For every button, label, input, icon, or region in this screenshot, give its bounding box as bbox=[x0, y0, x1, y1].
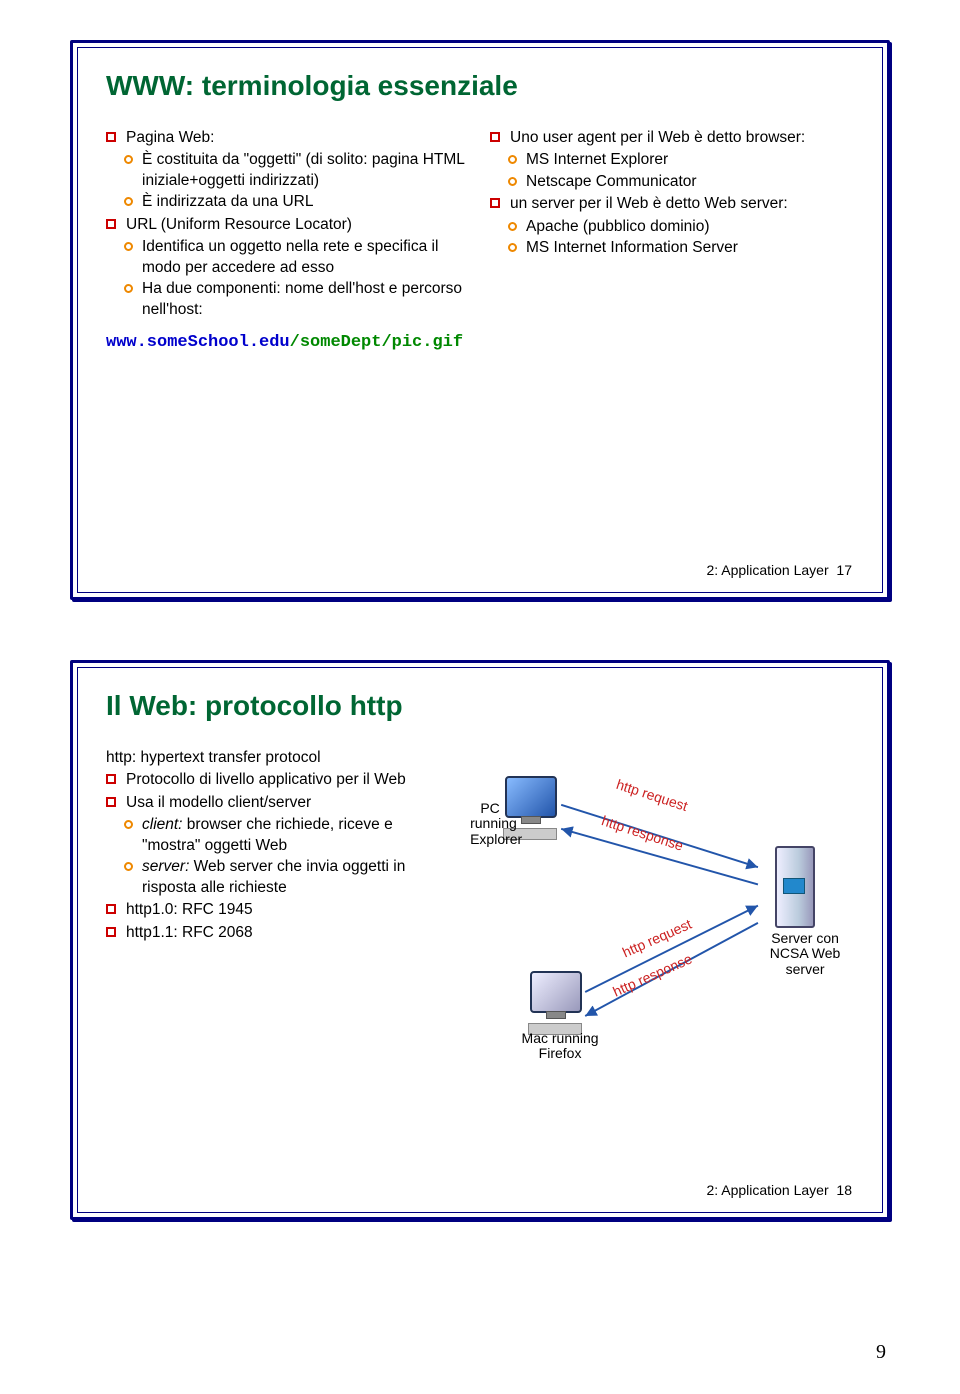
section-heading: http: hypertext transfer protocol bbox=[106, 748, 450, 768]
bullet: http1.1: RFC 2068 bbox=[106, 923, 450, 943]
http-request-label: http request bbox=[614, 775, 690, 815]
sub-bullet: È indirizzata da una URL bbox=[124, 192, 470, 212]
slide-title: WWW: terminologia essenziale bbox=[106, 70, 854, 102]
diagram-column: PC running Explorer Mac running Firefox … bbox=[470, 746, 854, 1046]
slide-title: Il Web: protocollo http bbox=[106, 690, 854, 722]
slide-footer: 2: Application Layer 18 bbox=[706, 1182, 852, 1198]
pc-label: PC running Explorer bbox=[470, 801, 510, 847]
bullet: Protocollo di livello applicativo per il… bbox=[106, 770, 450, 790]
slide-1: WWW: terminologia essenziale Pagina Web:… bbox=[70, 40, 890, 600]
url-host: www.someSchool.edu bbox=[106, 333, 290, 352]
mac-icon bbox=[530, 971, 582, 1035]
left-column: http: hypertext transfer protocol Protoc… bbox=[106, 746, 450, 1046]
sub-bullet: Ha due componenti: nome dell'host e perc… bbox=[124, 279, 470, 320]
sub-bullet: client: browser che richiede, riceve e "… bbox=[124, 815, 450, 856]
sub-bullet: MS Internet Information Server bbox=[508, 238, 854, 258]
sub-bullet: Identifica un oggetto nella rete e speci… bbox=[124, 237, 470, 278]
right-column: Uno user agent per il Web è detto browse… bbox=[490, 126, 854, 321]
url-example: www.someSchool.edu/someDept/pic.gif bbox=[106, 333, 854, 352]
footer-text: 2: Application Layer bbox=[706, 1182, 828, 1198]
slide-2: Il Web: protocollo http http: hypertext … bbox=[70, 660, 890, 1220]
slide-footer: 2: Application Layer 17 bbox=[706, 562, 852, 578]
http-response-label: http response bbox=[599, 811, 685, 855]
sub-bullet: Apache (pubblico dominio) bbox=[508, 217, 854, 237]
document-page-number: 9 bbox=[876, 1341, 886, 1364]
footer-text: 2: Application Layer bbox=[706, 562, 828, 578]
server-icon bbox=[775, 846, 815, 928]
sub-bullet: Netscape Communicator bbox=[508, 172, 854, 192]
url-path: /someDept/pic.gif bbox=[290, 333, 463, 352]
bullet: un server per il Web è detto Web server: bbox=[490, 194, 854, 214]
left-column: Pagina Web: È costituita da "oggetti" (d… bbox=[106, 126, 470, 321]
mac-label: Mac running Firefox bbox=[515, 1031, 605, 1062]
server-label: server: bbox=[142, 858, 189, 875]
bullet: Usa il modello client/server bbox=[106, 793, 450, 813]
bullet: http1.0: RFC 1945 bbox=[106, 900, 450, 920]
slide-page: 18 bbox=[836, 1182, 852, 1198]
http-diagram: PC running Explorer Mac running Firefox … bbox=[470, 746, 854, 1046]
http-response-label: http response bbox=[610, 950, 695, 1001]
server-label: Server con NCSA Web server bbox=[760, 931, 850, 977]
client-label: client: bbox=[142, 816, 183, 833]
slide-page: 17 bbox=[836, 562, 852, 578]
sub-bullet: server: Web server che invia oggetti in … bbox=[124, 857, 450, 898]
sub-bullet: È costituita da "oggetti" (di solito: pa… bbox=[124, 150, 470, 191]
bullet: Pagina Web: bbox=[106, 128, 470, 148]
bullet: URL (Uniform Resource Locator) bbox=[106, 215, 470, 235]
sub-bullet: MS Internet Explorer bbox=[508, 150, 854, 170]
bullet: Uno user agent per il Web è detto browse… bbox=[490, 128, 854, 148]
